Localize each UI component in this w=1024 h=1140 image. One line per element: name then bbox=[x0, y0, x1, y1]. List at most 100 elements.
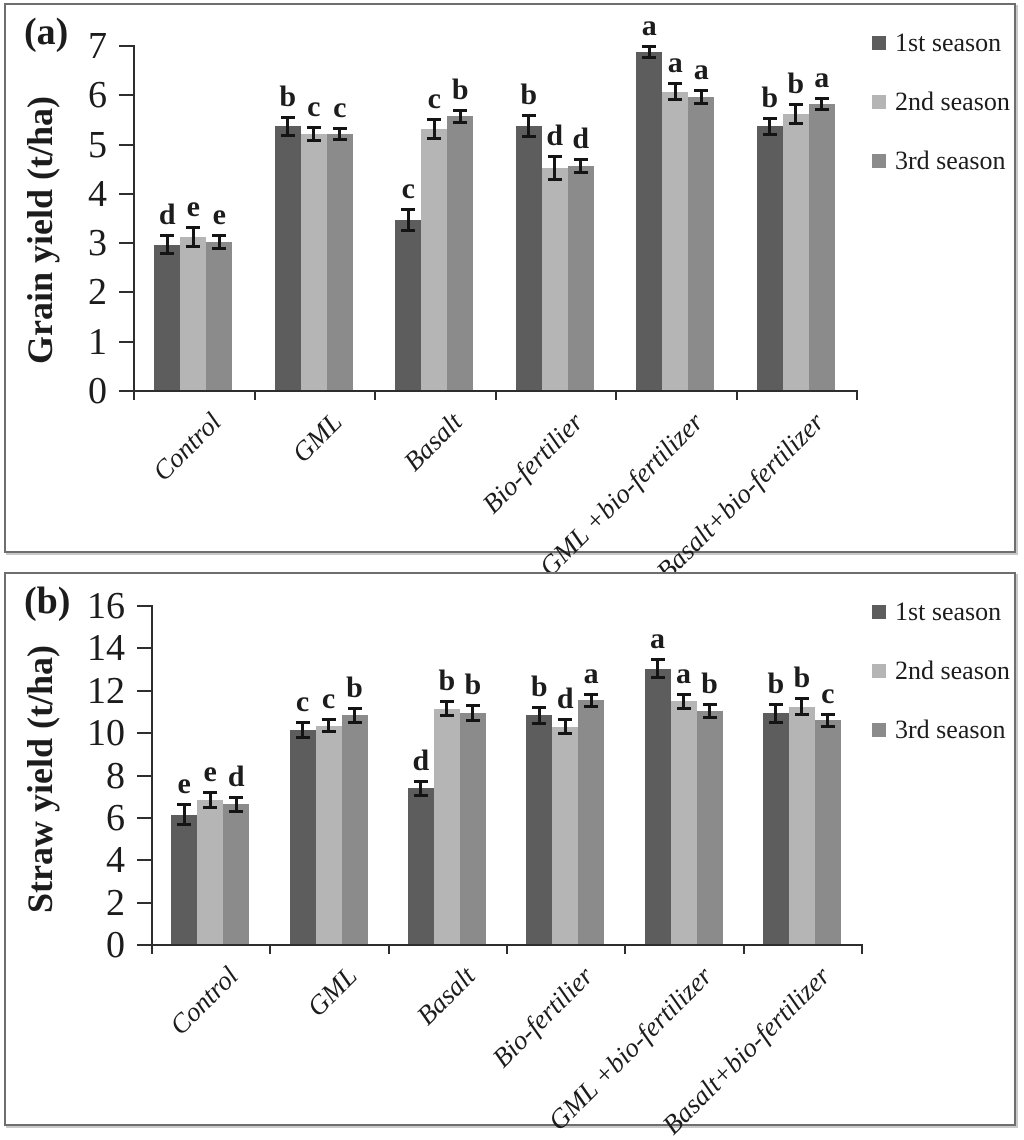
error-bar-stem bbox=[656, 660, 659, 678]
y-tick bbox=[137, 816, 151, 819]
error-bar-cap bbox=[453, 121, 468, 125]
error-bar-cap bbox=[694, 101, 709, 105]
significance-letter: a bbox=[693, 52, 709, 86]
significance-letter: b bbox=[346, 670, 363, 704]
error-bar-stem bbox=[768, 118, 772, 134]
y-tick-label: 3 bbox=[88, 222, 107, 265]
error-bar-stem bbox=[589, 695, 593, 706]
error-bar-cap bbox=[453, 108, 468, 112]
error-bar-cap bbox=[321, 730, 336, 734]
error-bar-cap bbox=[573, 157, 588, 161]
error-bar-cap bbox=[186, 245, 201, 249]
error-bar-cap bbox=[295, 720, 310, 724]
bar-2nd-season-group1 bbox=[300, 133, 327, 390]
legend-item-2nd-season: 2nd season bbox=[872, 89, 1010, 115]
error-bar-cap bbox=[521, 114, 536, 118]
error-bar-stem bbox=[182, 805, 186, 825]
y-tick bbox=[119, 242, 133, 245]
error-bar-stem bbox=[673, 84, 677, 100]
bar-2nd-season-group5 bbox=[788, 706, 815, 944]
error-bar-cap bbox=[650, 676, 665, 680]
y-tick-label: 16 bbox=[87, 585, 125, 627]
x-category-label: Control bbox=[164, 960, 244, 1041]
x-tick bbox=[269, 944, 272, 954]
error-bar-cap bbox=[668, 82, 683, 86]
error-bar-cap bbox=[814, 108, 829, 112]
y-tick-label: 4 bbox=[88, 172, 107, 215]
error-bar-cap bbox=[347, 720, 362, 724]
error-bar-cap bbox=[295, 736, 310, 740]
error-bar-stem bbox=[312, 127, 316, 140]
legend-straw-yield: 1st season 2nd season 3rd season bbox=[872, 599, 1010, 776]
legend-item-3rd-season: 3rd season bbox=[872, 148, 1010, 174]
error-bar-stem bbox=[579, 159, 583, 172]
x-tick bbox=[253, 390, 256, 400]
error-bar-cap bbox=[332, 137, 347, 141]
legend-marker-icon bbox=[872, 605, 886, 619]
y-tick bbox=[119, 390, 133, 392]
error-bar-cap bbox=[212, 247, 227, 251]
significance-letter: b bbox=[279, 79, 297, 113]
error-bar-stem bbox=[682, 695, 685, 708]
error-bar-cap bbox=[820, 724, 835, 728]
significance-letter: d bbox=[572, 121, 590, 155]
error-bar-cap bbox=[788, 103, 803, 107]
bar-1st-season-group1 bbox=[289, 730, 316, 944]
bar-3rd-season-group1 bbox=[341, 715, 368, 944]
significance-letter: b bbox=[438, 664, 456, 698]
x-tick bbox=[742, 944, 745, 954]
significance-letter: b bbox=[793, 661, 811, 695]
y-tick bbox=[119, 45, 133, 47]
x-category-label: Control bbox=[147, 406, 228, 487]
error-bar-cap bbox=[347, 706, 362, 710]
bar-2nd-season-group2 bbox=[433, 708, 460, 944]
bar-2nd-season-group4 bbox=[670, 701, 697, 944]
bar-1st-season-group2 bbox=[395, 219, 422, 390]
legend-label: 1st season bbox=[895, 28, 1002, 57]
significance-letter: c bbox=[333, 90, 347, 124]
y-tick-label: 2 bbox=[88, 271, 107, 314]
x-category-label: Basalt bbox=[398, 406, 469, 477]
significance-letter: c bbox=[295, 684, 310, 718]
panel-label-b: (b) bbox=[24, 580, 71, 622]
bar-1st-season-group2 bbox=[407, 788, 434, 944]
error-bar-cap bbox=[177, 823, 192, 827]
bar-2nd-season-group4 bbox=[662, 91, 689, 390]
error-bar-cap bbox=[584, 704, 599, 708]
y-tick bbox=[119, 143, 133, 146]
error-bar-cap bbox=[439, 700, 454, 704]
bar-2nd-season-group0 bbox=[197, 799, 224, 944]
x-tick bbox=[861, 944, 863, 954]
bar-1st-season-group4 bbox=[636, 52, 663, 390]
significance-letter: b bbox=[767, 666, 785, 700]
error-bar-cap bbox=[794, 697, 809, 701]
legend-item-2nd-season: 2nd season bbox=[872, 658, 1010, 684]
error-bar-cap bbox=[573, 170, 588, 174]
bar-1st-season-group3 bbox=[515, 126, 542, 390]
x-tick bbox=[387, 944, 390, 954]
error-bar-cap bbox=[676, 693, 691, 697]
bar-3rd-season-group0 bbox=[223, 804, 250, 944]
y-tick-label: 7 bbox=[88, 25, 107, 67]
significance-letter: a bbox=[667, 46, 683, 80]
error-bar-stem bbox=[774, 704, 778, 722]
error-bar-stem bbox=[708, 704, 711, 718]
error-bar-stem bbox=[647, 47, 651, 58]
bar-3rd-season-group3 bbox=[578, 700, 605, 944]
significance-letter: a bbox=[641, 9, 657, 43]
x-tick bbox=[506, 944, 508, 954]
error-bar-cap bbox=[788, 121, 803, 125]
bar-3rd-season-group4 bbox=[696, 710, 723, 944]
error-bar-stem bbox=[165, 236, 169, 253]
y-tick bbox=[137, 774, 151, 777]
error-bar-cap bbox=[413, 779, 428, 783]
y-tick bbox=[137, 732, 151, 735]
significance-letter: b bbox=[451, 72, 469, 106]
x-category-label: Bio-fertilier bbox=[476, 406, 589, 520]
bar-1st-season-group1 bbox=[274, 126, 301, 390]
bar-2nd-season-group3 bbox=[541, 168, 568, 390]
error-bar-cap bbox=[229, 795, 244, 799]
error-bar-cap bbox=[768, 702, 783, 706]
significance-letter: b bbox=[701, 666, 718, 700]
error-bar-stem bbox=[445, 702, 449, 716]
